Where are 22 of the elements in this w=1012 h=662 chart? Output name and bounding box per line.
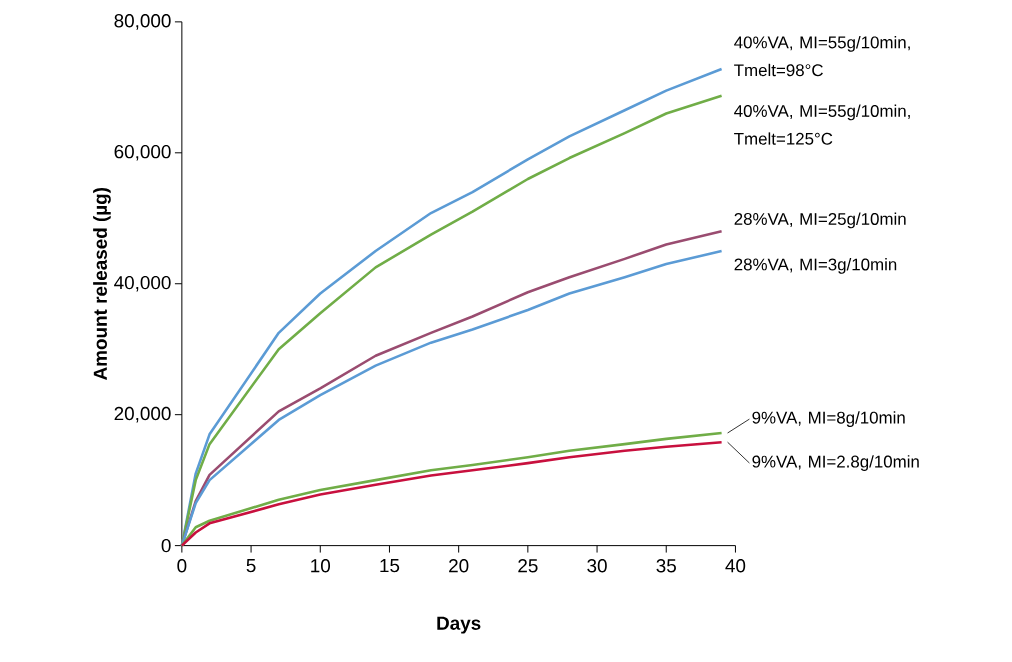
series-label: 9%VA, MI=2.8g/10min: [752, 455, 919, 471]
x-tick-label: 30: [587, 559, 607, 573]
series-label: 28%VA, MI=3g/10min: [734, 258, 897, 274]
series-label: 28%VA, MI=25g/10min: [734, 212, 906, 229]
y-axis-title: Amount released (µg): [93, 188, 111, 381]
y-tick-label: 0: [161, 538, 171, 553]
x-axis-title: Days: [437, 616, 481, 634]
x-tick-label: 5: [246, 559, 256, 573]
y-tick-label: 40,000: [114, 275, 171, 292]
y-tick-label: 20,000: [114, 406, 171, 423]
series-label: 40%VA, MI=55g/10min, Tmelt=125°C: [734, 104, 910, 145]
x-tick-label: 35: [656, 559, 676, 573]
x-tick-label: 15: [380, 559, 400, 573]
x-tick-label: 20: [449, 559, 469, 573]
series-label: 9%VA, MI=8g/10min: [752, 411, 905, 428]
x-tick-label: 25: [518, 559, 538, 573]
x-tick-label: 0: [177, 559, 187, 573]
x-tick-label: 40: [725, 559, 746, 573]
x-tick-label: 10: [311, 559, 331, 573]
y-tick-label: 60,000: [114, 145, 171, 161]
series-label: 40%VA, MI=55g/10min, Tmelt=98°C: [734, 36, 910, 77]
y-tick-label: 80,000: [114, 14, 171, 30]
